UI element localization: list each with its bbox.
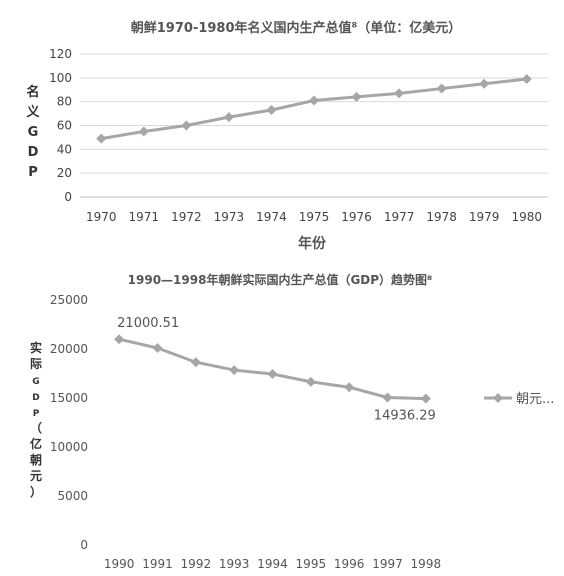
chart-2-y-axis-label-char: G	[32, 377, 39, 387]
chart-2-title: 1990—1998年朝鲜实际国内生产总值（GDP）趋势图⁸	[128, 272, 433, 287]
chart-1-y-axis-label-char: P	[28, 165, 38, 180]
chart-1-x-tick-label: 1975	[299, 210, 330, 224]
chart-2-data-point	[382, 392, 393, 403]
chart-2-x-tick-label: 1994	[257, 557, 288, 571]
chart-2-data-label: 21000.51	[117, 316, 179, 331]
chart-2: 1990—1998年朝鲜实际国内生产总值（GDP）趋势图⁸ 0 5000 10000…	[30, 272, 554, 571]
chart-1-y-axis-label-char: G	[28, 125, 39, 140]
chart-2-x-tick-label: 1991	[142, 557, 173, 571]
chart-2-x-tick-label: 1996	[334, 557, 365, 571]
chart-1-data-point	[394, 88, 405, 99]
chart-2-y-axis-label-char: 朝	[30, 452, 42, 467]
chart-2-data-point	[190, 357, 201, 368]
chart-1-y-tick-label: 60	[57, 119, 72, 133]
chart-1-data-point	[266, 105, 277, 116]
chart-1-data-point	[181, 120, 192, 131]
chart-2-x-tick-label: 1998	[411, 557, 442, 571]
chart-2-y-axis-label-char: ）	[30, 484, 42, 499]
chart-1-x-tick-label: 1979	[469, 210, 500, 224]
chart-1-series-line	[101, 77, 527, 141]
chart-1-y-axis-label-char: D	[28, 145, 39, 160]
chart-1-x-tick-labels: 1970 1971 1972 1973 1974 1975 1976 1977 1978 1979…	[86, 210, 542, 224]
chart-1-series	[96, 74, 532, 144]
chart-2-data-point	[305, 376, 316, 387]
chart-2-data-point	[114, 334, 125, 345]
chart-1-x-tick-label: 1980	[511, 210, 542, 224]
chart-2-series	[114, 334, 431, 404]
chart-2-data-labels: 21000.51 14936.29	[117, 316, 436, 423]
chart-1-x-tick-label: 1970	[86, 210, 117, 224]
chart-1-y-tick-label: 80	[57, 95, 72, 109]
chart-1-x-tick-label: 1971	[129, 210, 160, 224]
chart-2-data-label: 14936.29	[374, 409, 436, 424]
chart-2-legend-label: 朝元...	[516, 392, 554, 407]
chart-2-x-tick-label: 1995	[296, 557, 327, 571]
chart-1-data-point	[96, 133, 107, 144]
chart-1-y-tick-label: 20	[57, 166, 72, 180]
chart-2-data-point	[229, 365, 240, 376]
chart-1-x-tick-label: 1978	[426, 210, 457, 224]
chart-1-y-tick-label: 120	[49, 47, 72, 61]
chart-1-y-tick-label: 40	[57, 142, 72, 156]
chart-2-y-tick-label: 20000	[50, 342, 88, 356]
chart-1-y-axis-label-char: 名	[26, 84, 39, 100]
chart-2-data-point	[152, 343, 163, 354]
chart-2-data-point	[420, 393, 431, 404]
chart-2-y-tick-label: 25000	[50, 293, 88, 307]
chart-1-x-tick-label: 1976	[341, 210, 372, 224]
chart-1-y-axis-label-char: 义	[26, 104, 40, 120]
chart-2-y-axis-label-char: 元	[30, 469, 42, 483]
chart-2-x-tick-label: 1992	[181, 557, 212, 571]
chart-2-y-tick-labels: 0 5000 10000 15000 20000 25000	[50, 293, 88, 552]
chart-2-y-axis-label-char: 际	[30, 357, 42, 371]
chart-2-x-tick-label: 1997	[372, 557, 403, 571]
chart-1-data-point	[521, 74, 532, 85]
chart-2-data-point	[344, 382, 355, 393]
chart-1-data-point	[436, 83, 447, 94]
chart-1-x-axis-label: 年份	[298, 235, 327, 252]
chart-1-data-point	[309, 95, 319, 106]
chart-1-y-tick-labels: 0 20 40 60 80 100 120	[49, 47, 72, 204]
chart-1-x-tick-label: 1974	[256, 210, 287, 224]
chart-2-y-tick-label: 5000	[57, 489, 88, 503]
chart-2-y-axis-label-char: 实	[30, 340, 42, 355]
chart-1-y-tick-label: 0	[64, 190, 72, 204]
chart-1: 朝鲜1970-1980年名义国内生产总值⁸（单位：亿美元） 0 20 40 60 80 1…	[26, 20, 548, 252]
chart-1-data-point	[223, 112, 234, 123]
chart-1-title: 朝鲜1970-1980年名义国内生产总值⁸（单位：亿美元）	[131, 20, 461, 36]
chart-2-x-tick-label: 1993	[219, 557, 250, 571]
chart-2-y-tick-label: 0	[80, 538, 88, 552]
chart-2-data-point	[267, 368, 278, 379]
chart-1-x-tick-label: 1977	[384, 210, 415, 224]
chart-2-legend: 朝元...	[484, 392, 554, 407]
chart-2-y-tick-label: 10000	[50, 440, 88, 454]
chart-2-y-axis-label-char: P	[33, 409, 40, 419]
chart-2-y-axis-label-char: （	[30, 420, 42, 435]
chart-1-x-tick-label: 1973	[214, 210, 245, 224]
chart-1-y-tick-label: 100	[49, 71, 72, 85]
chart-2-x-tick-labels: 1990 1991 1992 1993 1994 1995 1996 1997 1998	[104, 557, 441, 571]
chart-1-x-tick-label: 1972	[171, 210, 202, 224]
chart-2-series-line	[118, 337, 426, 401]
chart-1-data-point	[138, 126, 149, 137]
chart-2-y-axis-label-char: 亿	[30, 436, 42, 451]
chart-2-legend-swatch-marker	[493, 393, 503, 403]
chart-1-data-point	[351, 91, 362, 102]
chart-1-data-point	[479, 78, 490, 89]
chart-1-gridlines	[80, 53, 548, 198]
chart-2-x-tick-label: 1990	[104, 557, 135, 571]
chart-2-y-axis-label-char: D	[32, 393, 39, 403]
chart-2-y-tick-label: 15000	[50, 391, 88, 405]
